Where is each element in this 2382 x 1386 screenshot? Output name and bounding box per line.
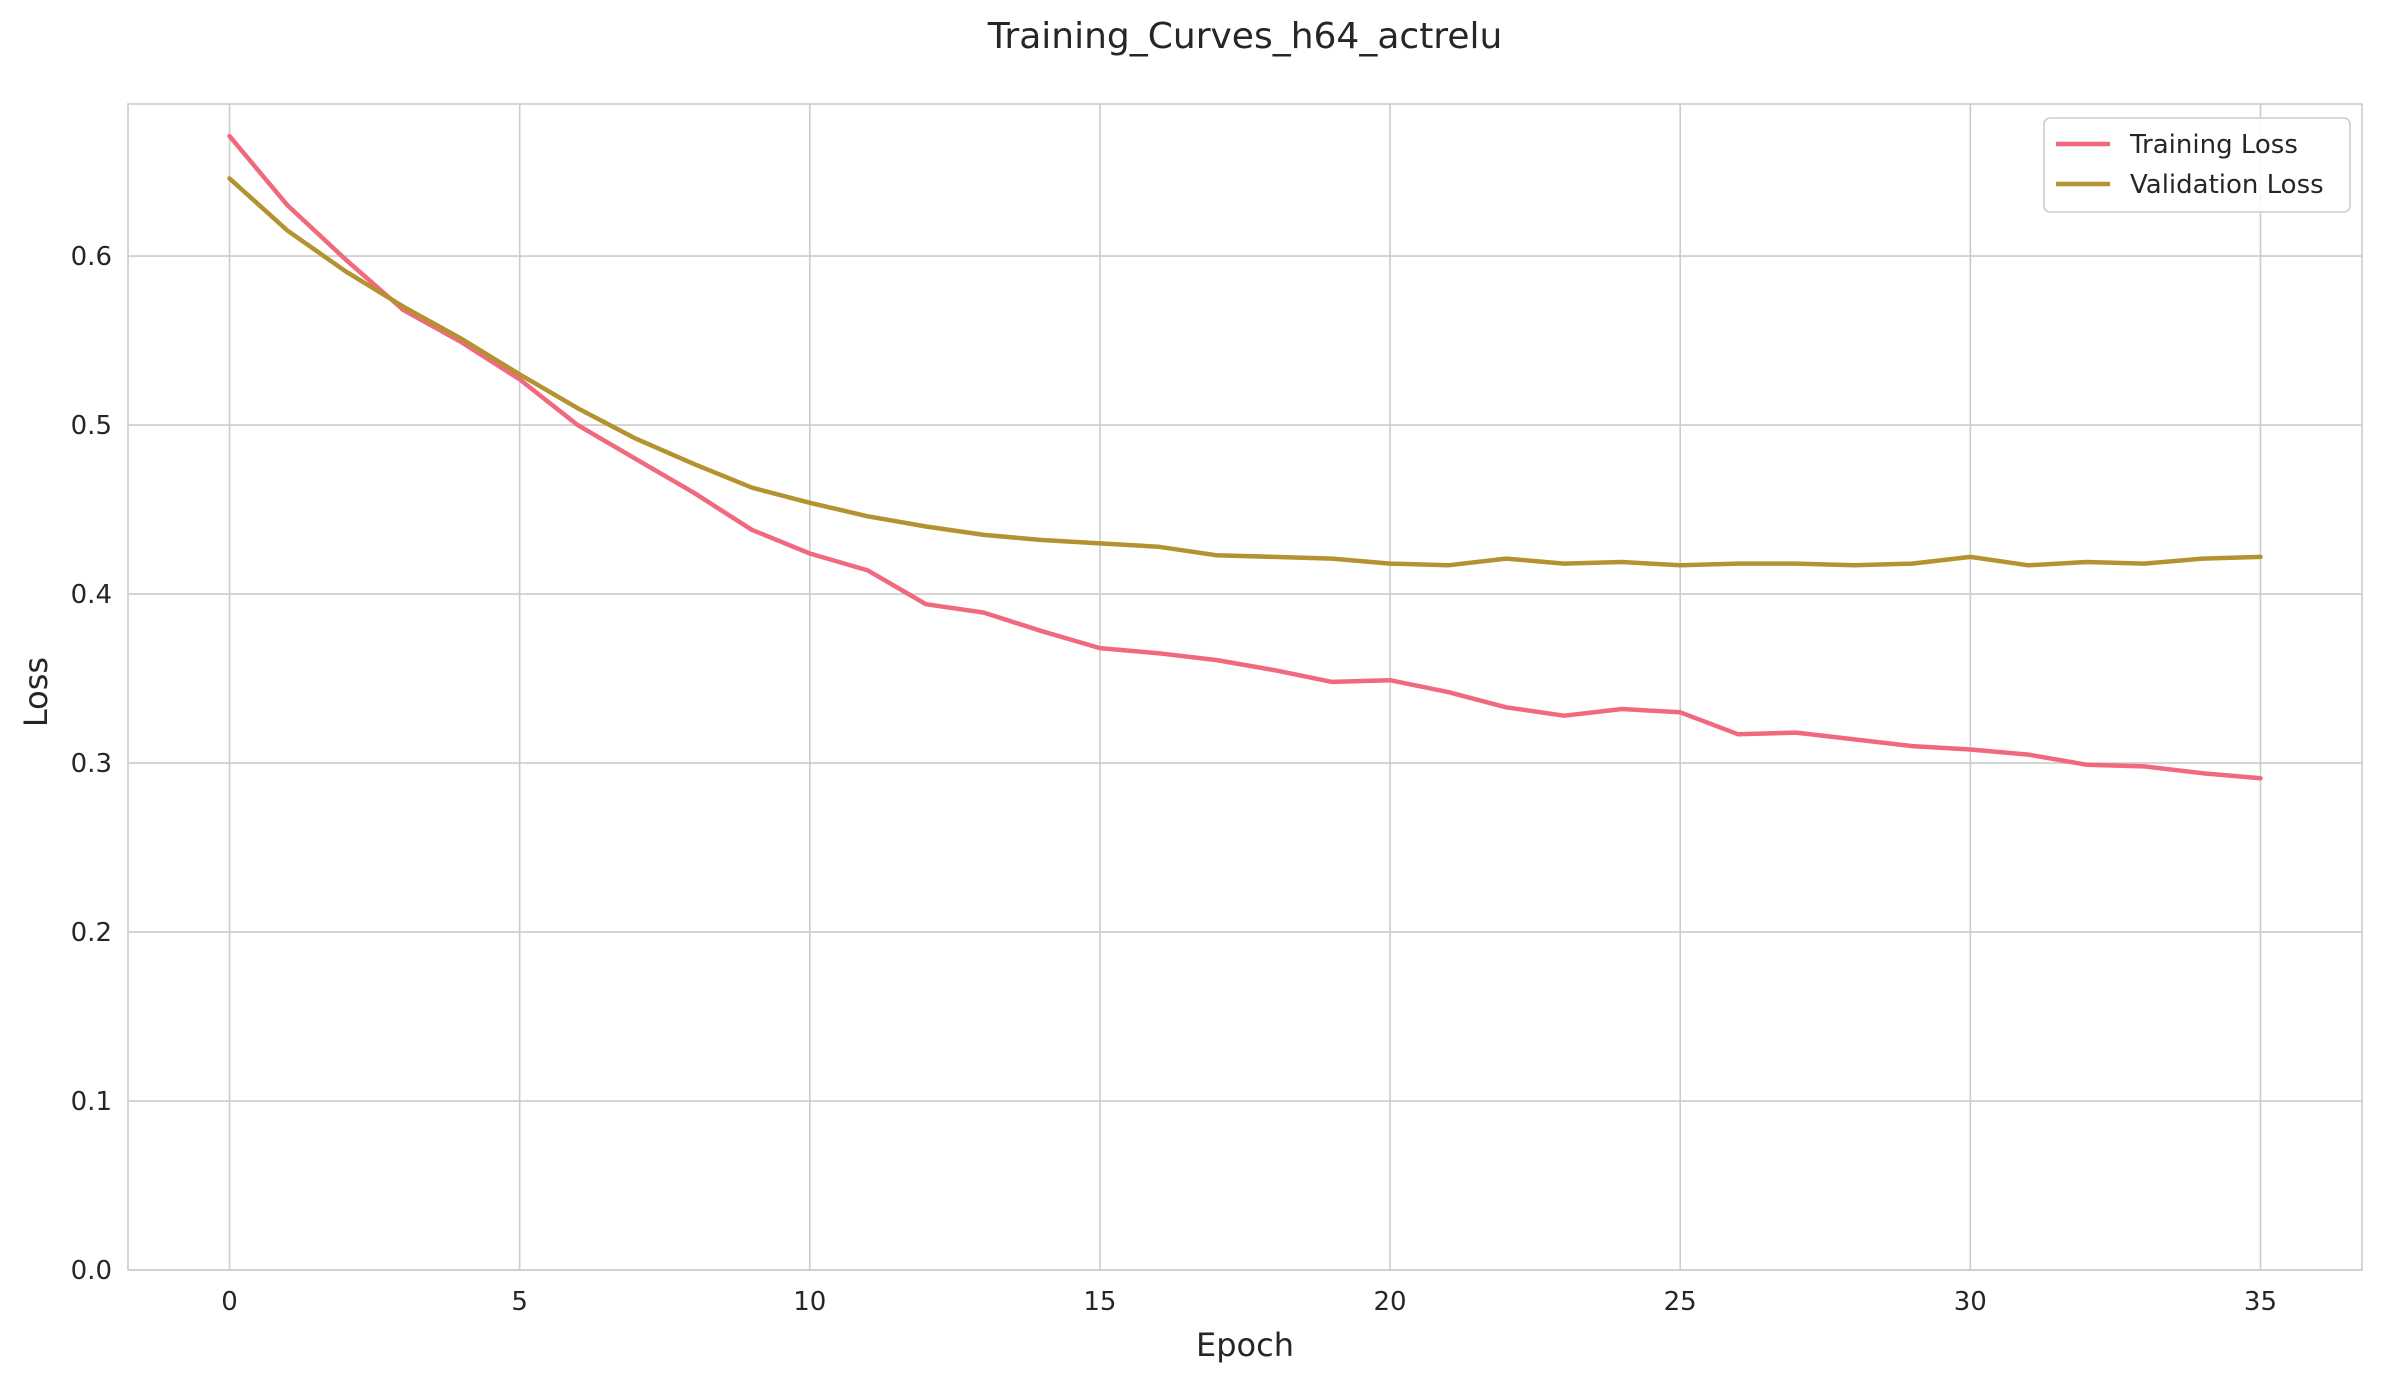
x-tick-label: 10 (793, 1287, 826, 1317)
legend-box (2043, 117, 2351, 213)
x-axis-label: Epoch (1196, 1326, 1294, 1364)
y-tick-label: 0.0 (71, 1256, 112, 1286)
y-tick-label: 0.1 (71, 1087, 112, 1117)
x-tick-label: 0 (221, 1287, 238, 1317)
chart-title: Training_Curves_h64_actrelu (987, 16, 1503, 57)
plot-frame (127, 103, 2363, 1271)
legend: Training Loss Validation Loss (2043, 117, 2351, 213)
x-tick-label: 30 (1954, 1287, 1987, 1317)
x-tick-label: 15 (1083, 1287, 1116, 1317)
tick-labels: 0 5 10 15 20 25 30 35 0.0 0.1 0.2 0.3 0.4 0.5 0.6 (71, 242, 2277, 1317)
series-lines (227, 133, 2263, 781)
x-tick-label: 20 (1374, 1287, 1407, 1317)
y-tick-label: 0.6 (71, 242, 112, 272)
series-line-training-loss (227, 133, 2263, 781)
x-tick-label: 5 (511, 1287, 528, 1317)
grid (128, 104, 2362, 1271)
legend-label: Training Loss (2129, 130, 2298, 160)
y-tick-label: 0.4 (71, 580, 112, 610)
x-tick-label: 35 (2244, 1287, 2277, 1317)
series-line-validation-loss (227, 176, 2263, 568)
legend-label: Validation Loss (2130, 170, 2324, 200)
y-axis-label: Loss (17, 657, 55, 727)
y-tick-label: 0.3 (71, 749, 112, 779)
y-tick-label: 0.2 (71, 918, 112, 948)
x-tick-label: 25 (1664, 1287, 1697, 1317)
y-tick-label: 0.5 (71, 411, 112, 441)
